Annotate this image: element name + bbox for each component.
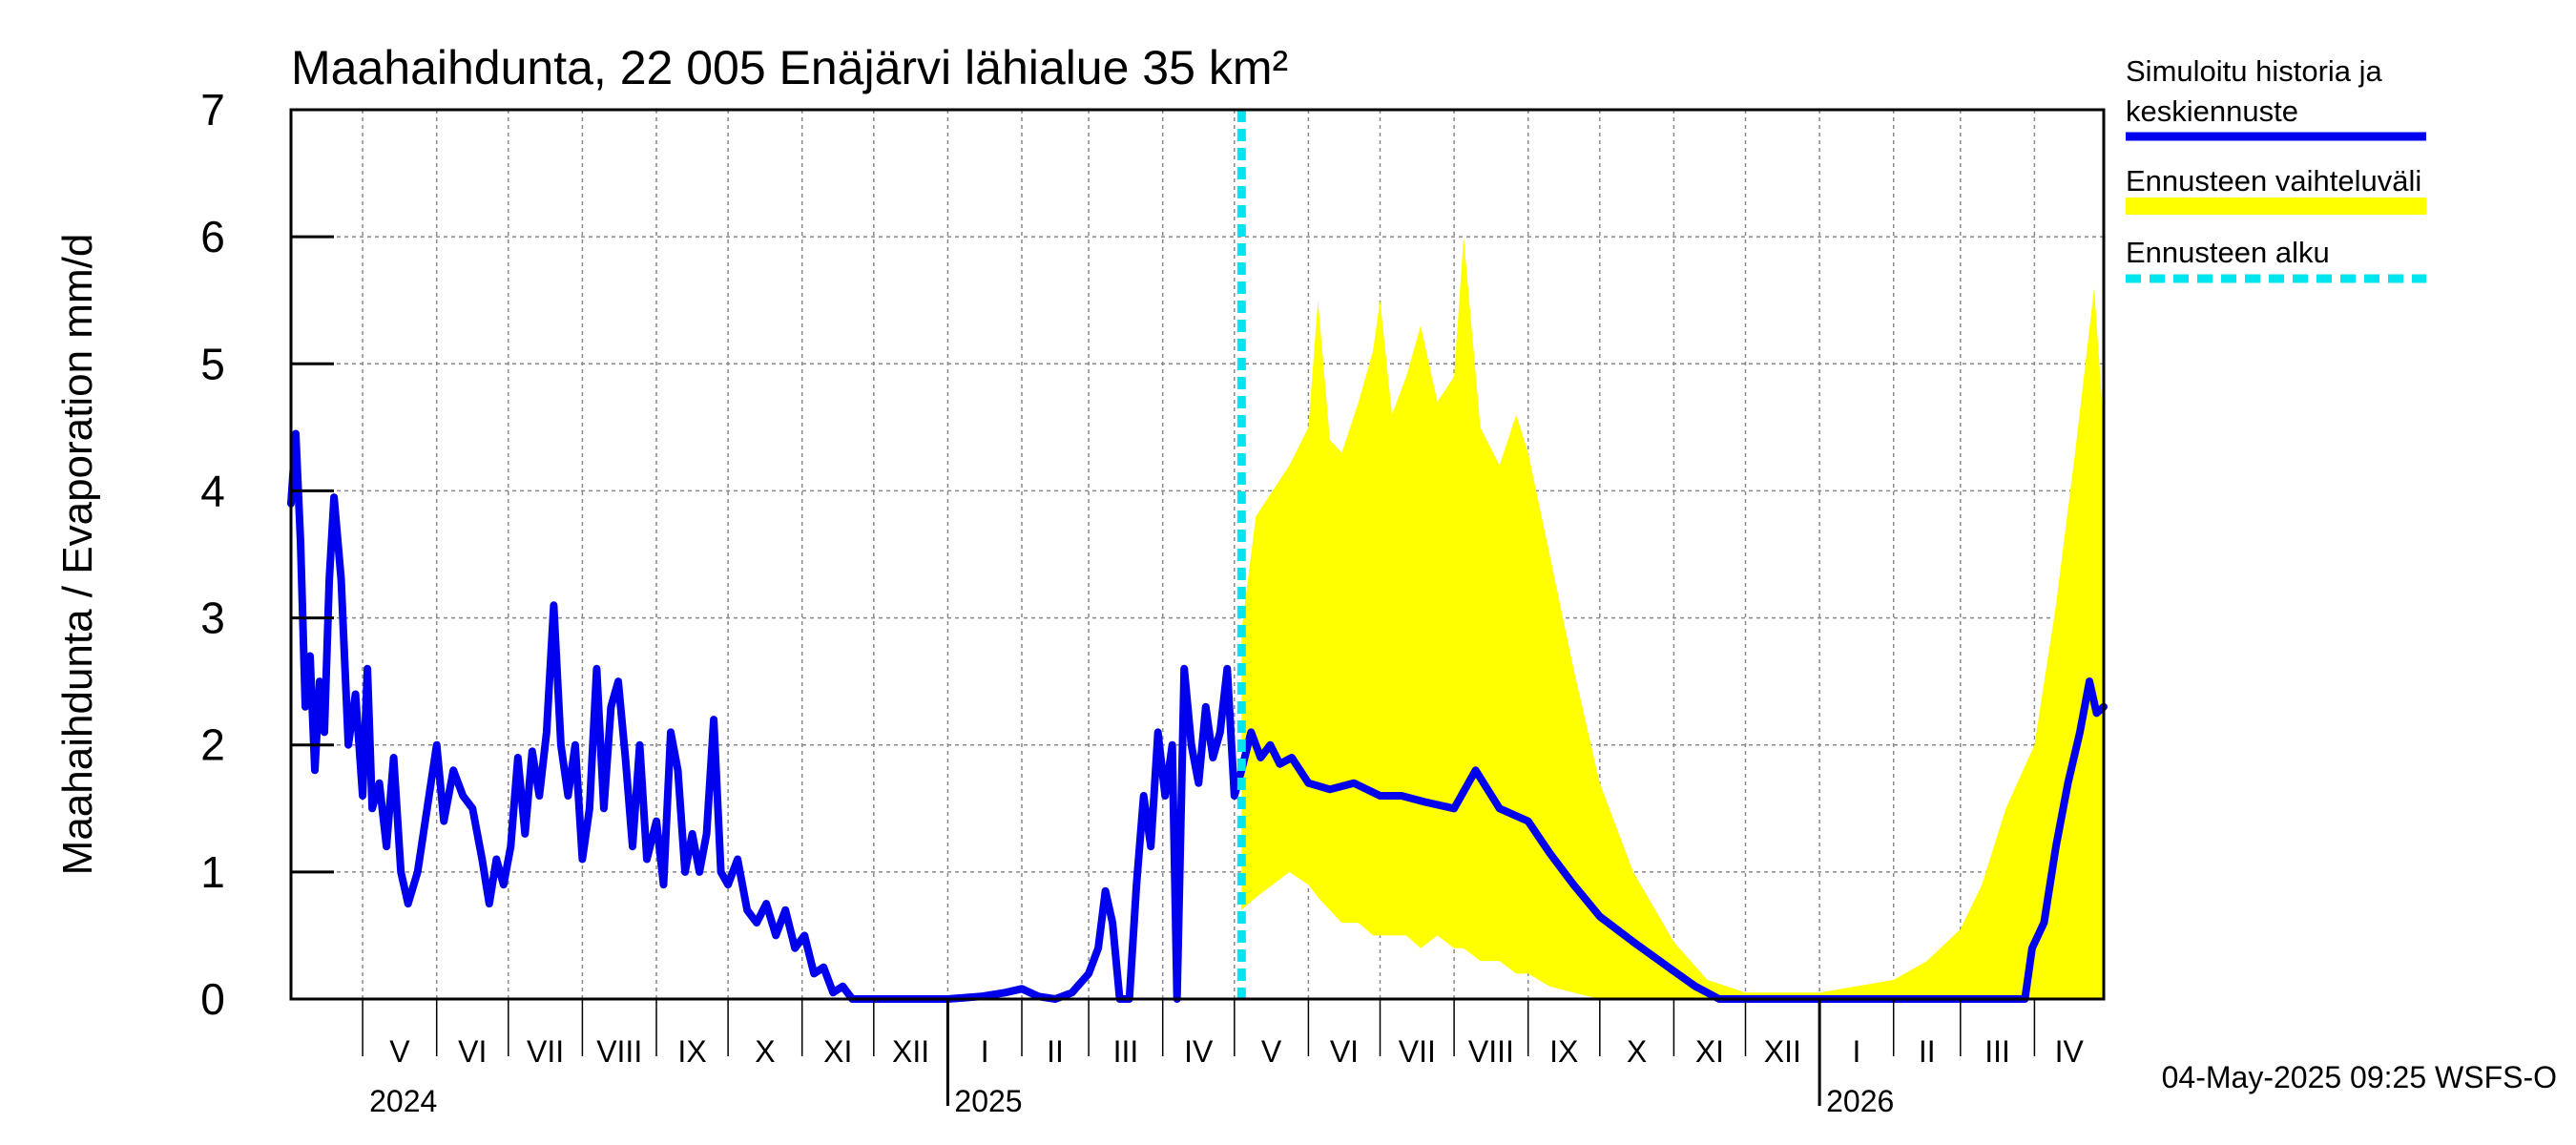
y-axis-label: Maahaihdunta / Evaporation mm/d — [54, 234, 101, 876]
month-label: XII — [1764, 1034, 1801, 1069]
y-tick-label: 5 — [200, 339, 225, 388]
year-label: 2025 — [954, 1084, 1022, 1118]
month-label: IV — [2055, 1034, 2085, 1069]
month-label: IX — [677, 1034, 706, 1069]
month-label: V — [389, 1034, 410, 1069]
month-label: XI — [823, 1034, 852, 1069]
chart-title: Maahaihdunta, 22 005 Enäjärvi lähialue 3… — [291, 41, 1288, 94]
legend-label-forecast-start: Ennusteen alku — [2126, 236, 2330, 269]
month-label: VIII — [1468, 1034, 1514, 1069]
y-tick-label: 4 — [200, 466, 225, 515]
timestamp-footer: 04-May-2025 09:25 WSFS-O — [2162, 1060, 2557, 1094]
legend-label-range: Ennusteen vaihteluväli — [2126, 164, 2421, 198]
month-label: III — [1984, 1034, 2010, 1069]
month-label: IX — [1549, 1034, 1578, 1069]
month-label: III — [1113, 1034, 1139, 1069]
y-tick-label: 1 — [200, 847, 225, 897]
month-label: XI — [1695, 1034, 1724, 1069]
y-tick-label: 3 — [200, 593, 225, 643]
month-label: VI — [458, 1034, 487, 1069]
month-label: VI — [1330, 1034, 1359, 1069]
simulated-history-line — [287, 429, 2108, 1003]
month-label: I — [1852, 1034, 1860, 1069]
simulated-series-line — [287, 429, 2108, 1003]
y-tick-label: 2 — [200, 720, 225, 770]
year-label: 2026 — [1826, 1084, 1894, 1118]
month-label: II — [1047, 1034, 1064, 1069]
month-label: XII — [892, 1034, 929, 1069]
month-label: V — [1261, 1034, 1282, 1069]
y-axis: 0 1 2 3 4 5 6 7 — [200, 85, 334, 1024]
y-tick-label: 0 — [200, 974, 225, 1024]
month-label: VIII — [596, 1034, 642, 1069]
legend: Simuloitu historia ja keskiennuste Ennuste… — [2126, 54, 2426, 283]
month-label: X — [755, 1034, 775, 1069]
month-label: II — [1919, 1034, 1936, 1069]
plot-frame — [289, 108, 2106, 1001]
month-label: X — [1627, 1034, 1647, 1069]
y-tick-label: 7 — [200, 85, 225, 135]
y-tick-label: 6 — [200, 212, 225, 261]
month-label: IV — [1184, 1034, 1214, 1069]
legend-label-simulated-line1: Simuloitu historia ja — [2126, 54, 2383, 88]
x-axis: V VI VII VIII IX X XI XII I II III IV V VI VII VIII IX X X… — [362, 999, 2085, 1118]
month-label: I — [981, 1034, 989, 1069]
month-label: VII — [1399, 1034, 1436, 1069]
grid-lines — [291, 110, 2104, 999]
month-label: VII — [527, 1034, 564, 1069]
legend-label-simulated-line2: keskiennuste — [2126, 94, 2298, 128]
year-label: 2024 — [369, 1084, 437, 1118]
